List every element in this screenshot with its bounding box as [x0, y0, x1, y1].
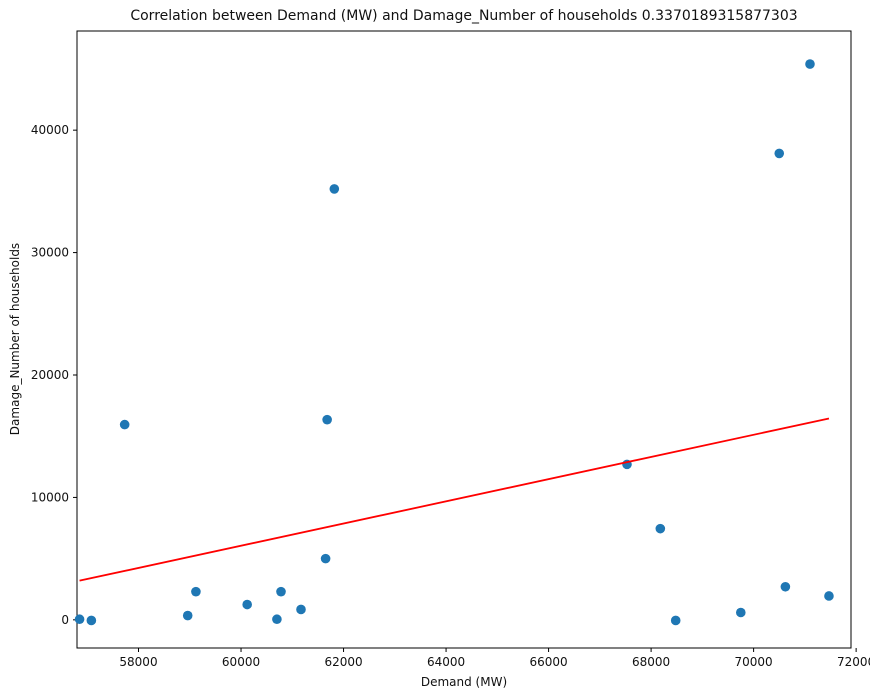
data-point: [805, 59, 815, 69]
x-tick-label: 62000: [324, 655, 362, 669]
chart-title: Correlation between Demand (MW) and Dama…: [130, 8, 797, 24]
y-tick-label: 40000: [31, 123, 69, 137]
y-axis-label: Damage_Number of households: [8, 243, 22, 435]
x-tick-label: 70000: [735, 655, 773, 669]
data-point: [119, 419, 130, 430]
data-point: [296, 604, 306, 615]
y-tick-label: 10000: [31, 490, 69, 504]
data-point: [86, 615, 97, 626]
data-point: [780, 581, 791, 592]
data-point: [655, 523, 666, 534]
data-point: [322, 414, 332, 425]
x-tick-label: 66000: [529, 655, 567, 669]
x-tick-label: 58000: [119, 655, 157, 669]
data-point: [276, 586, 286, 597]
data-point: [74, 614, 85, 625]
data-point: [242, 599, 252, 610]
plot-frame: [76, 30, 852, 649]
data-point: [670, 615, 681, 626]
data-point: [320, 553, 331, 564]
data-point: [329, 184, 340, 194]
data-point: [735, 607, 746, 618]
data-point: [774, 148, 785, 159]
y-tick-label: 30000: [31, 246, 69, 260]
y-tick-label: 20000: [31, 368, 69, 382]
y-tick-label: 0: [61, 613, 69, 627]
x-tick-label: 60000: [222, 655, 260, 669]
plot-area: 58000 60000 62000 64000 66000 68000 70000 7200 0…: [31, 30, 870, 669]
trend-line: [79, 417, 830, 582]
data-point: [824, 591, 834, 601]
x-tick-label: 64000: [427, 655, 465, 669]
x-tick-label: 68000: [632, 655, 670, 669]
data-point: [182, 610, 193, 621]
data-point: [191, 586, 201, 597]
data-point: [272, 614, 282, 625]
x-axis-label: Demand (MW): [421, 675, 507, 689]
